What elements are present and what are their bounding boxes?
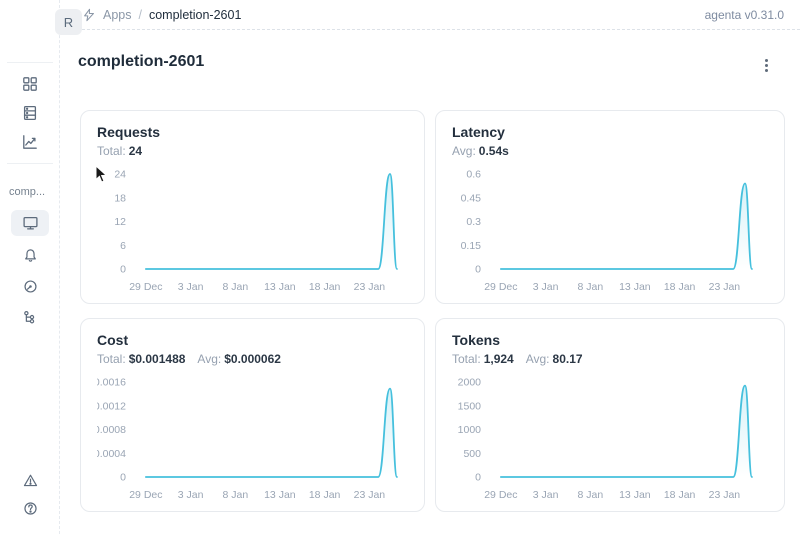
svg-text:18 Jan: 18 Jan xyxy=(309,281,341,293)
svg-text:0.0008: 0.0008 xyxy=(97,424,126,436)
breadcrumb: Apps / completion-2601 xyxy=(82,0,241,30)
workspace-avatar[interactable]: R xyxy=(55,9,82,35)
warning-triangle-icon[interactable] xyxy=(15,469,45,492)
divider xyxy=(7,163,53,164)
svg-text:0: 0 xyxy=(475,264,481,276)
svg-text:2000: 2000 xyxy=(458,377,482,389)
svg-text:23 Jan: 23 Jan xyxy=(354,489,386,501)
card-title: Cost xyxy=(97,332,129,348)
sidebar-app-label: comp... xyxy=(9,186,46,198)
requests-card: Requests Total: 24 24 18 12 6 0 29 Dec 3 Jan 8 J… xyxy=(80,110,425,304)
help-circle-icon[interactable] xyxy=(15,497,45,520)
agenta-bolt-icon xyxy=(82,8,96,22)
card-stats: Total: $0.001488 Avg: $0.000062 xyxy=(97,352,408,366)
sidebar: comp... xyxy=(0,0,60,534)
svg-text:0.0004: 0.0004 xyxy=(97,448,126,460)
tokens-card: Tokens Total: 1,924 Avg: 80.17 2000 1500 100… xyxy=(435,318,785,512)
card-title: Tokens xyxy=(452,332,500,348)
svg-text:18 Jan: 18 Jan xyxy=(664,281,696,293)
svg-text:13 Jan: 13 Jan xyxy=(264,281,296,293)
latency-card: Latency Avg: 0.54s 0.6 0.45 0.3 0.15 0 29 Dec 3… xyxy=(435,110,785,304)
cost-card: Cost Total: $0.001488 Avg: $0.000062 0.001… xyxy=(80,318,425,512)
svg-text:0: 0 xyxy=(120,472,126,484)
svg-text:24: 24 xyxy=(114,169,126,181)
svg-text:18 Jan: 18 Jan xyxy=(309,489,341,501)
svg-text:8 Jan: 8 Jan xyxy=(223,489,249,501)
card-title: Requests xyxy=(97,124,161,140)
trend-chart-icon[interactable] xyxy=(15,130,45,153)
svg-text:0: 0 xyxy=(475,472,481,484)
breadcrumb-apps-link[interactable]: Apps xyxy=(103,8,132,22)
page-title: completion-2601 xyxy=(78,53,205,70)
svg-text:0.0016: 0.0016 xyxy=(97,377,126,389)
svg-text:13 Jan: 13 Jan xyxy=(619,489,651,501)
sidebar-logo-space xyxy=(0,0,60,62)
svg-text:8 Jan: 8 Jan xyxy=(223,281,249,293)
svg-text:23 Jan: 23 Jan xyxy=(709,489,741,501)
app-version-label: agenta v0.31.0 xyxy=(704,8,784,22)
chart-tokens: 2000 1500 1000 500 029 Dec 3 Jan 8 Jan 13 Jan 18… xyxy=(458,377,753,501)
metric-stat: Avg: 80.17 xyxy=(525,352,583,366)
top-bar: Apps / completion-2601 agenta v0.31.0 xyxy=(0,0,800,30)
kebab-menu-icon[interactable] xyxy=(758,56,774,74)
svg-text:8 Jan: 8 Jan xyxy=(578,281,604,293)
svg-text:29 Dec: 29 Dec xyxy=(129,489,162,501)
svg-text:13 Jan: 13 Jan xyxy=(619,281,651,293)
metric-stat: Total: 1,924 xyxy=(452,352,514,366)
card-title: Latency xyxy=(452,124,505,140)
svg-text:23 Jan: 23 Jan xyxy=(354,281,386,293)
bell-icon[interactable] xyxy=(15,244,45,267)
svg-text:0.3: 0.3 xyxy=(466,216,481,228)
svg-text:13 Jan: 13 Jan xyxy=(264,489,296,501)
dashboard-grid: Requests Total: 24 24 18 12 6 0 29 Dec 3 Jan 8 J… xyxy=(80,110,785,512)
svg-text:23 Jan: 23 Jan xyxy=(709,281,741,293)
svg-text:12: 12 xyxy=(114,216,126,228)
breadcrumb-separator: / xyxy=(138,8,142,22)
svg-text:0.15: 0.15 xyxy=(461,240,482,252)
svg-text:29 Dec: 29 Dec xyxy=(484,281,517,293)
chart-latency: 0.6 0.45 0.3 0.15 029 Dec 3 Jan 8 Jan 13 Jan 18 … xyxy=(461,169,753,293)
svg-text:18: 18 xyxy=(114,192,126,204)
svg-text:3 Jan: 3 Jan xyxy=(533,281,559,293)
svg-text:0.6: 0.6 xyxy=(466,169,481,181)
svg-text:0: 0 xyxy=(120,264,126,276)
apps-grid-icon[interactable] xyxy=(15,72,45,95)
metric-stat: Avg: 0.54s xyxy=(452,144,509,158)
svg-text:3 Jan: 3 Jan xyxy=(533,489,559,501)
tree-branch-icon[interactable] xyxy=(15,306,45,329)
svg-text:3 Jan: 3 Jan xyxy=(178,281,204,293)
svg-text:29 Dec: 29 Dec xyxy=(129,281,162,293)
metric-stat: Avg: $0.000062 xyxy=(197,352,281,366)
main-content: completion-2601 Requests Total: 24 24 18 12… xyxy=(60,30,800,534)
svg-text:0.0012: 0.0012 xyxy=(97,400,126,412)
divider xyxy=(7,62,53,63)
card-stats: Total: 24 xyxy=(97,144,408,158)
chart-cost: 0.0016 0.0012 0.0008 0.0004 029 Dec 3 Jan 8 Ja… xyxy=(97,377,398,501)
svg-text:1000: 1000 xyxy=(458,424,482,436)
card-stats: Avg: 0.54s xyxy=(452,144,768,158)
chart-requests: 24 18 12 6 029 Dec 3 Jan 8 Jan 13 Jan 18 Jan 23 J… xyxy=(114,169,398,293)
database-icon[interactable] xyxy=(15,101,45,124)
metric-stat: Total: 24 xyxy=(97,144,143,158)
monitor-icon[interactable] xyxy=(11,210,49,236)
svg-text:1500: 1500 xyxy=(458,400,482,412)
svg-text:0.45: 0.45 xyxy=(461,192,482,204)
svg-text:3 Jan: 3 Jan xyxy=(178,489,204,501)
metric-stat: Total: $0.001488 xyxy=(97,352,186,366)
svg-text:8 Jan: 8 Jan xyxy=(578,489,604,501)
svg-text:18 Jan: 18 Jan xyxy=(664,489,696,501)
breadcrumb-current: completion-2601 xyxy=(148,8,242,22)
svg-text:29 Dec: 29 Dec xyxy=(484,489,517,501)
card-stats: Total: 1,924 Avg: 80.17 xyxy=(452,352,768,366)
svg-text:500: 500 xyxy=(463,448,481,460)
gauge-icon[interactable] xyxy=(15,275,45,298)
svg-text:6: 6 xyxy=(120,240,126,252)
